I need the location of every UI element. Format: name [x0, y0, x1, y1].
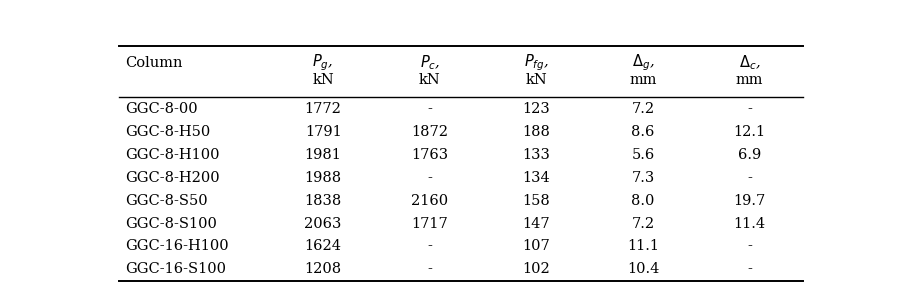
Text: GGC-16-S100: GGC-16-S100	[125, 262, 226, 276]
Text: -: -	[428, 240, 432, 254]
Text: $P_c$,: $P_c$,	[419, 53, 440, 72]
Text: 10.4: 10.4	[627, 262, 660, 276]
Text: 107: 107	[523, 240, 550, 254]
Text: 1872: 1872	[411, 125, 448, 139]
Text: kN: kN	[312, 74, 334, 88]
Text: 11.1: 11.1	[627, 240, 659, 254]
Text: 1772: 1772	[305, 102, 342, 116]
Text: GGC-8-H200: GGC-8-H200	[125, 171, 220, 185]
Text: 7.3: 7.3	[632, 171, 654, 185]
Text: 1717: 1717	[411, 216, 448, 230]
Text: mm: mm	[629, 74, 657, 88]
Text: 19.7: 19.7	[734, 194, 766, 208]
Text: 8.6: 8.6	[632, 125, 655, 139]
Text: 1838: 1838	[304, 194, 342, 208]
Text: 11.4: 11.4	[734, 216, 766, 230]
Text: 1624: 1624	[305, 240, 342, 254]
Text: 1981: 1981	[305, 148, 342, 162]
Text: 158: 158	[523, 194, 550, 208]
Text: kN: kN	[418, 74, 441, 88]
Text: GGC-16-H100: GGC-16-H100	[125, 240, 229, 254]
Text: 1791: 1791	[305, 125, 341, 139]
Text: -: -	[747, 240, 752, 254]
Text: 134: 134	[523, 171, 550, 185]
Text: kN: kN	[526, 74, 547, 88]
Text: -: -	[428, 102, 432, 116]
Text: 7.2: 7.2	[632, 216, 654, 230]
Text: 1208: 1208	[304, 262, 342, 276]
Text: 2063: 2063	[304, 216, 342, 230]
Text: GGC-8-S100: GGC-8-S100	[125, 216, 217, 230]
Text: Column: Column	[125, 56, 183, 70]
Text: $\Delta_g$,: $\Delta_g$,	[632, 52, 654, 73]
Text: 188: 188	[523, 125, 551, 139]
Text: -: -	[747, 262, 752, 276]
Text: -: -	[428, 262, 432, 276]
Text: $\Delta_c$,: $\Delta_c$,	[739, 53, 760, 72]
Text: 147: 147	[523, 216, 550, 230]
Text: $P_g$,: $P_g$,	[312, 52, 334, 73]
Text: 102: 102	[523, 262, 550, 276]
Text: 12.1: 12.1	[734, 125, 766, 139]
Text: 8.0: 8.0	[632, 194, 655, 208]
Text: GGC-8-H100: GGC-8-H100	[125, 148, 220, 162]
Text: GGC-8-00: GGC-8-00	[125, 102, 198, 116]
Text: 6.9: 6.9	[738, 148, 761, 162]
Text: GGC-8-S50: GGC-8-S50	[125, 194, 208, 208]
Text: 123: 123	[523, 102, 550, 116]
Text: -: -	[747, 171, 752, 185]
Text: 133: 133	[523, 148, 551, 162]
Text: -: -	[428, 171, 432, 185]
Text: $P_{fg}$,: $P_{fg}$,	[524, 52, 549, 73]
Text: 2160: 2160	[411, 194, 448, 208]
Text: 1988: 1988	[304, 171, 342, 185]
Text: 7.2: 7.2	[632, 102, 654, 116]
Text: mm: mm	[736, 74, 763, 88]
Text: 1763: 1763	[411, 148, 448, 162]
Text: GGC-8-H50: GGC-8-H50	[125, 125, 211, 139]
Text: 5.6: 5.6	[632, 148, 654, 162]
Text: -: -	[747, 102, 752, 116]
